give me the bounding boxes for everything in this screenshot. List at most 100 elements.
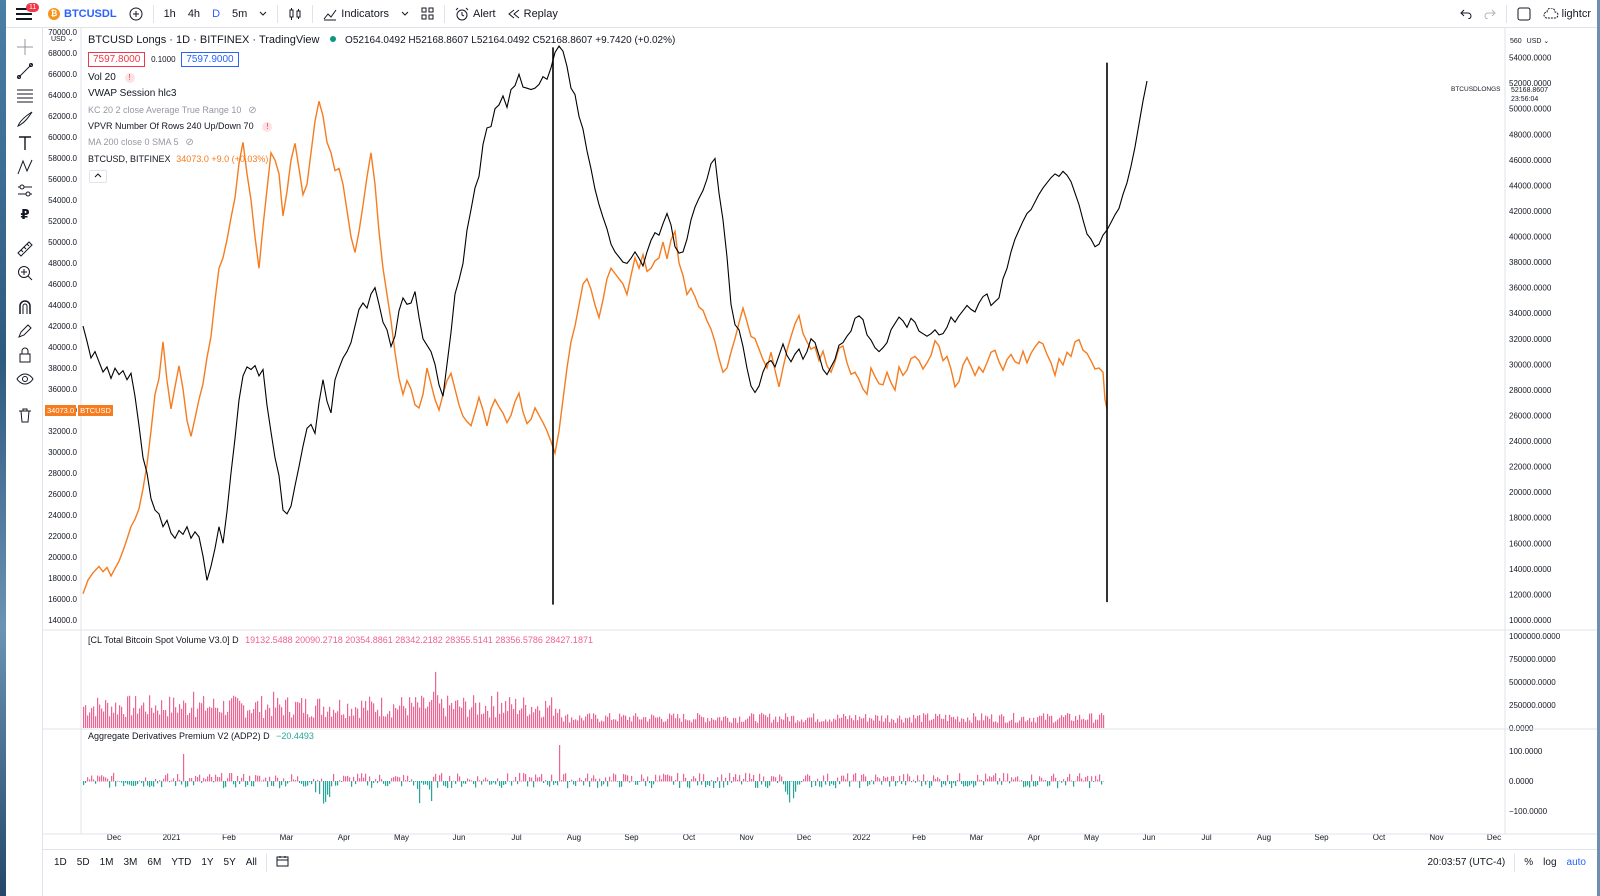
redo-button[interactable] — [1478, 0, 1502, 28]
overlay-legend[interactable]: BTCUSD, BITFINEX 34073.0 +9.0 (+0.03%) — [88, 154, 268, 165]
stay-drawing-tool[interactable] — [14, 320, 36, 342]
right-price-axis[interactable]: 54000.0000 52000.0000 50000.0000 48000.0000… — [1509, 54, 1552, 625]
remove-drawings-tool[interactable] — [14, 404, 36, 426]
range-1y[interactable]: 1Y — [201, 857, 214, 868]
volume-bar — [863, 718, 865, 728]
log-scale-toggle[interactable]: log — [1543, 857, 1557, 868]
pattern-tool[interactable] — [14, 156, 36, 178]
volume-bar — [433, 691, 435, 728]
volume-bar — [823, 721, 825, 728]
volume-bar — [955, 719, 957, 728]
sell-price-button[interactable]: 7597.8000 — [88, 52, 146, 67]
undo-button[interactable] — [1454, 0, 1478, 28]
indicators-dropdown[interactable] — [395, 0, 415, 28]
volume-pane: 1000000.0000 750000.0000 500000.0000 250000… — [83, 632, 1561, 733]
auto-scale-toggle[interactable]: auto — [1566, 857, 1586, 868]
indicators-button[interactable]: Indicators — [317, 0, 395, 28]
range-1d[interactable]: 1D — [54, 857, 67, 868]
chart-title[interactable]: BTCUSD Longs · 1D · BITFINEX · TradingVi… — [88, 34, 320, 46]
magnet-tool[interactable] — [14, 296, 36, 318]
volume-bar — [93, 706, 95, 728]
timezone-button[interactable]: 20:03:57 (UTC-4) — [1427, 857, 1506, 868]
collapse-legend-button[interactable] — [89, 170, 107, 183]
menu-button[interactable]: 11 — [6, 0, 42, 28]
range-all[interactable]: All — [245, 857, 257, 868]
premium-bar — [1091, 776, 1093, 782]
premium-bar — [269, 776, 271, 782]
premium-bar — [281, 781, 283, 786]
trendline-tool[interactable] — [14, 60, 36, 82]
interval-5m[interactable]: 5m — [232, 7, 248, 20]
alert-button[interactable]: Alert — [449, 0, 502, 28]
prediction-tool[interactable] — [14, 180, 36, 202]
compare-button[interactable] — [123, 0, 149, 28]
volume-bar — [333, 709, 335, 728]
left-price-axis[interactable]: 70000.0 68000.0 66000.0 64000.0 62000.0 60000… — [48, 28, 77, 625]
right-currency-button[interactable]: 560 USD ⌄ — [1510, 37, 1549, 45]
lock-tool[interactable] — [14, 344, 36, 366]
volume-bar — [937, 715, 939, 728]
range-1m[interactable]: 1M — [99, 857, 114, 868]
premium-bar — [305, 781, 307, 787]
premium-bar — [877, 777, 879, 782]
ruble-tool[interactable]: ₽ — [14, 204, 36, 226]
volume-bar — [237, 698, 239, 728]
volume-bar — [491, 695, 493, 728]
chart-area[interactable]: 70000.0 68000.0 66000.0 64000.0 62000.0 60000… — [43, 28, 1597, 871]
layout-name-button[interactable]: lightcr — [1537, 0, 1597, 28]
text-tool[interactable] — [14, 132, 36, 154]
interval-d[interactable]: D — [212, 7, 221, 20]
overlay-name: BTCUSD, BITFINEX — [88, 154, 171, 164]
interval-4h[interactable]: 4h — [187, 7, 201, 20]
left-currency-button[interactable]: USD ⌄ — [51, 35, 74, 43]
horizontal-lines-tool[interactable] — [14, 84, 36, 106]
right-axis-tick-label: 46000.0000 — [1509, 156, 1552, 165]
range-6m[interactable]: 6M — [147, 857, 162, 868]
volume-bar — [541, 717, 543, 728]
volume-bar — [343, 714, 345, 728]
left-axis-tick-label: 28000.0 — [48, 469, 77, 478]
range-ytd[interactable]: YTD — [171, 857, 192, 868]
range-3m[interactable]: 3M — [123, 857, 138, 868]
interval-dropdown[interactable] — [253, 0, 273, 28]
time-axis[interactable]: Dec 2021 Feb Mar Apr May Jun Jul Aug Sep Oct Nov Dec… — [107, 833, 1501, 842]
premium-bar — [797, 781, 799, 785]
premium-bar — [229, 773, 231, 782]
rewind-icon — [507, 9, 519, 18]
replay-button[interactable]: Replay — [502, 0, 564, 28]
crosshair-tool[interactable] — [14, 36, 36, 58]
layout-grid-button[interactable] — [415, 0, 440, 28]
volume-bar — [651, 714, 653, 728]
fullscreen-button[interactable] — [1511, 0, 1537, 28]
premium-bar — [981, 780, 983, 782]
volume-bar — [743, 721, 745, 728]
range-5y[interactable]: 5Y — [223, 857, 236, 868]
chart-canvas[interactable]: 70000.0 68000.0 66000.0 64000.0 62000.0 60000… — [43, 28, 1597, 849]
buy-price-button[interactable]: 7597.9000 — [181, 52, 239, 67]
indicator-legend-3[interactable]: VPVR Number Of Rows 240 Up/Down 70 ! — [88, 121, 273, 132]
percent-scale-toggle[interactable]: % — [1524, 857, 1534, 868]
premium-bar — [605, 777, 607, 782]
indicator-legend-0[interactable]: Vol 20 ! — [88, 72, 135, 83]
drawing-toolbar: ₽ — [6, 28, 43, 896]
volume-bar — [857, 720, 859, 728]
hide-drawings-tool[interactable] — [14, 368, 36, 390]
interval-1h[interactable]: 1h — [163, 7, 176, 20]
measure-tool[interactable] — [14, 238, 36, 260]
chart-type-button[interactable] — [282, 0, 308, 28]
volume-bar — [1009, 720, 1011, 728]
zoom-tool[interactable] — [14, 262, 36, 284]
indicator-legend-4[interactable]: MA 200 close 0 SMA 5 ⊘ — [88, 137, 194, 148]
brush-tool[interactable] — [14, 108, 36, 130]
indicator-legend-1[interactable]: VWAP Session hlc3 — [88, 88, 176, 99]
volume-legend[interactable]: [CL Total Bitcoin Spot Volume V3.0] D 19… — [88, 635, 593, 645]
volume-bar — [915, 718, 917, 728]
premium-legend[interactable]: Aggregate Derivatives Premium V2 (ADP2) … — [88, 731, 314, 741]
range-5d[interactable]: 5D — [76, 857, 90, 868]
indicator-legend-2[interactable]: KC 20 2 close Average True Range 10 ⊘ — [88, 105, 257, 116]
volume-bar — [755, 721, 757, 728]
volume-bar — [565, 715, 567, 728]
volume-bar — [855, 714, 857, 728]
goto-date-button[interactable] — [271, 855, 294, 870]
symbol-search-button[interactable]: ₿ BTCUSDL — [42, 0, 123, 28]
